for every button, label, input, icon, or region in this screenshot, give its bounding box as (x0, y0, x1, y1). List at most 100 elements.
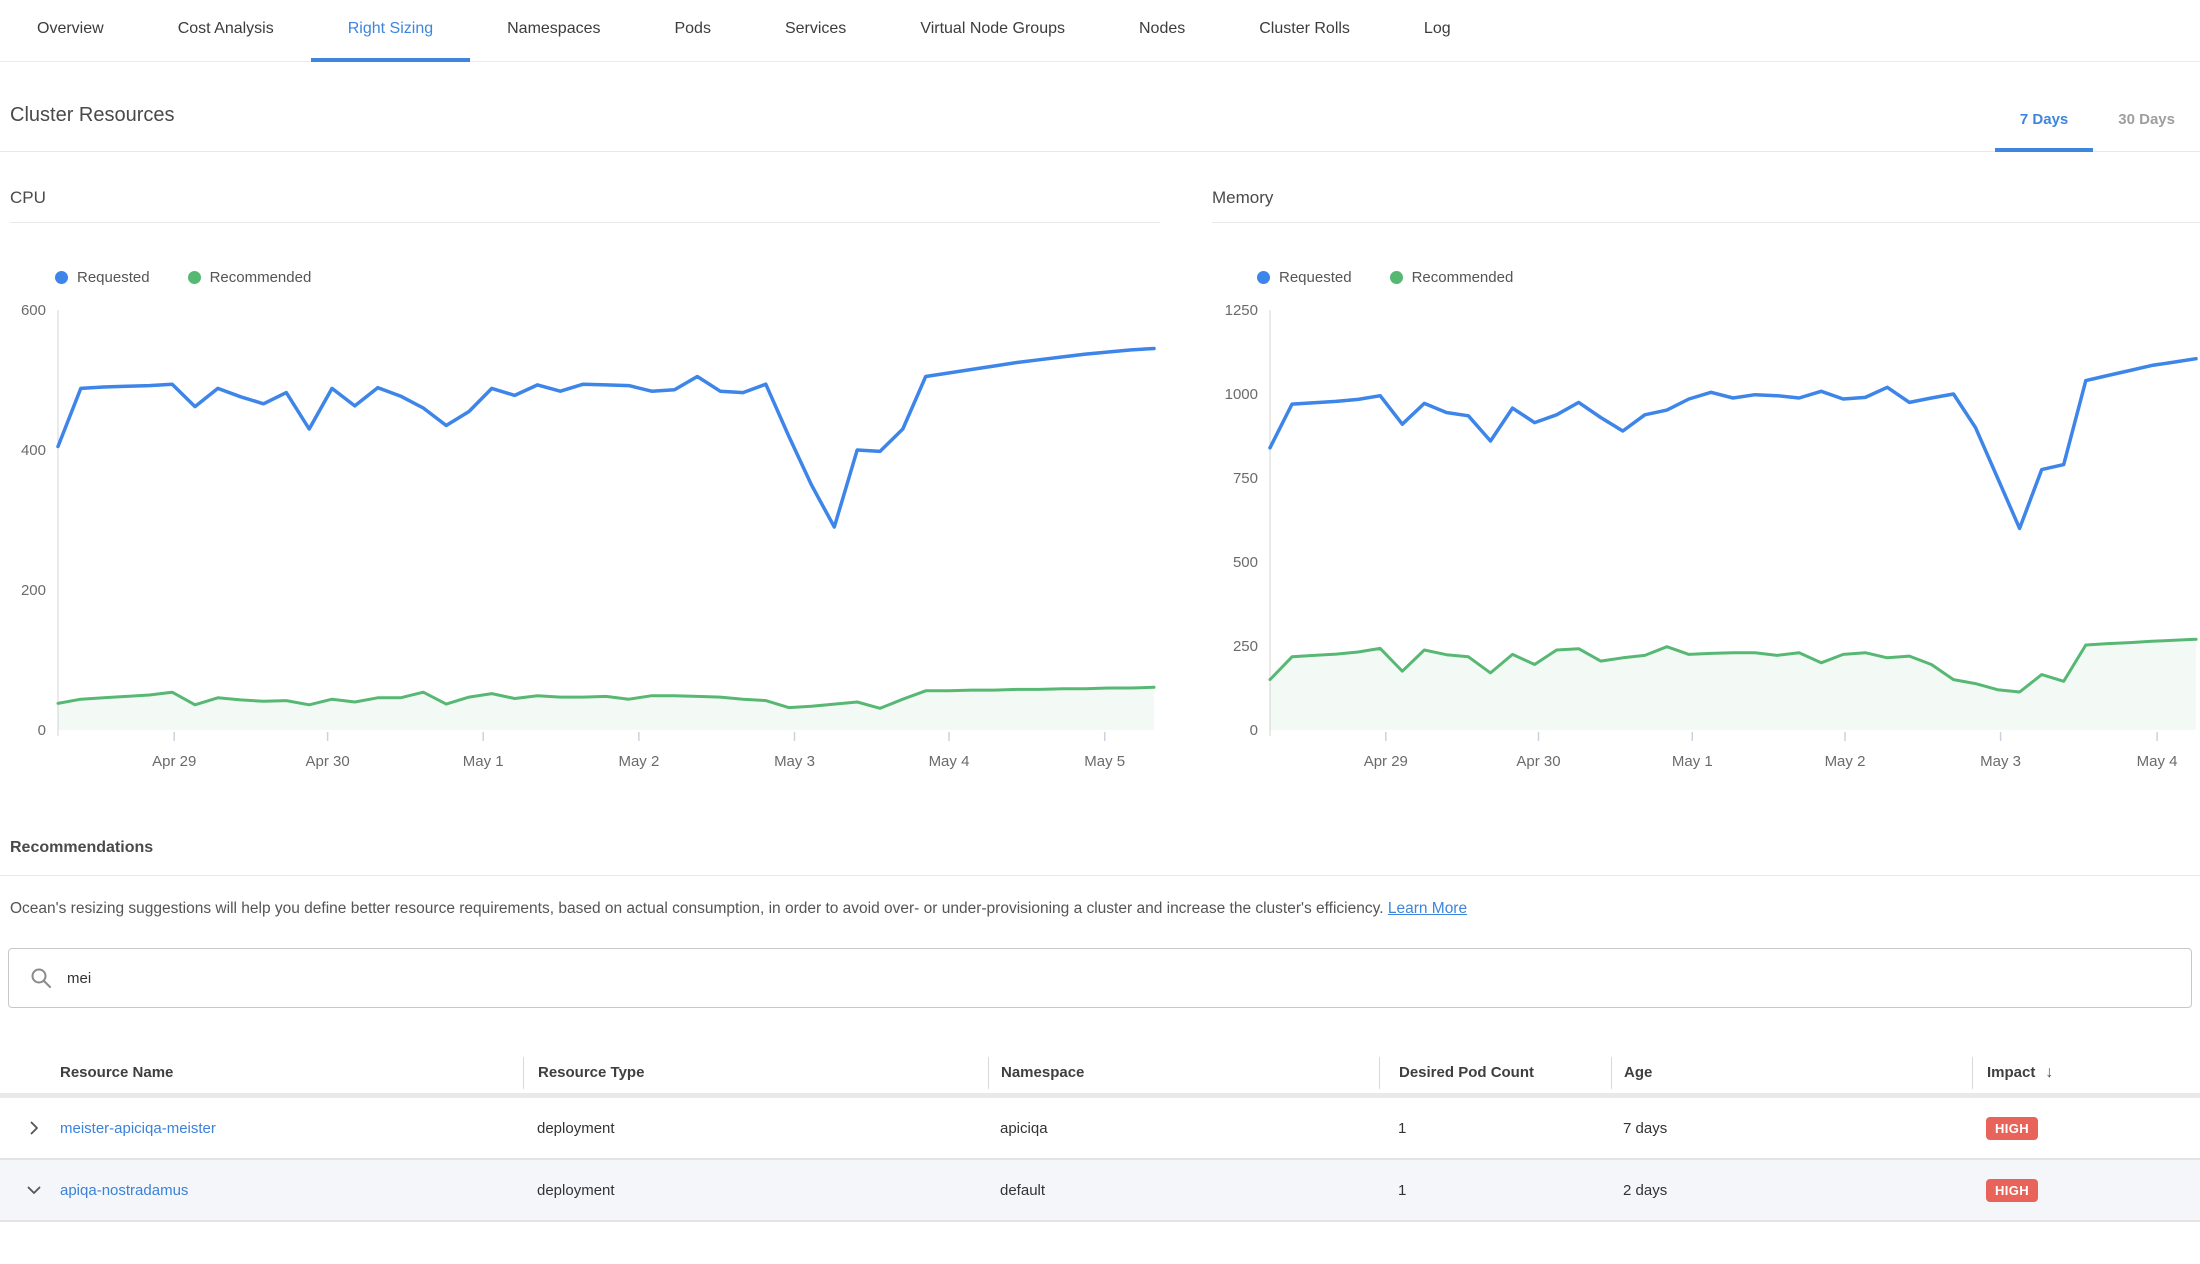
tab-log[interactable]: Log (1387, 0, 1488, 62)
tab-services[interactable]: Services (748, 0, 883, 62)
cpu-chart-legend: Requested Recommended (55, 269, 1160, 286)
legend-label: Recommended (210, 269, 312, 286)
svg-text:1250: 1250 (1225, 302, 1258, 319)
memory-chart-legend: Requested Recommended (1257, 269, 2200, 286)
impact-cell: HIGH (1972, 1117, 2200, 1140)
right-sizing-page: Overview Cost Analysis Right Sizing Name… (0, 0, 2200, 1264)
column-header-impact[interactable]: Impact ↓ (1972, 1057, 2200, 1089)
svg-text:May 2: May 2 (1825, 753, 1866, 770)
table-header-row: Resource Name Resource Type Namespace De… (0, 1052, 2200, 1098)
memory-line-chart: 0 250 500 750 1000 1250 Apr 29 Apr 30 May 1 May 2… (1212, 294, 2200, 799)
svg-text:May 1: May 1 (1672, 753, 1713, 770)
age-cell: 7 days (1611, 1120, 1972, 1137)
column-header-namespace[interactable]: Namespace (988, 1057, 1379, 1089)
tab-namespaces[interactable]: Namespaces (470, 0, 637, 62)
requested-dot-icon (1257, 271, 1270, 284)
svg-text:Apr 29: Apr 29 (152, 753, 196, 770)
svg-text:750: 750 (1233, 470, 1258, 487)
range-tab-7-days[interactable]: 7 Days (1995, 111, 2093, 152)
svg-text:250: 250 (1233, 638, 1258, 655)
impact-cell: HIGH (1972, 1179, 2200, 1202)
table-row[interactable]: meister-apiciqa-meister deployment apici… (0, 1098, 2200, 1160)
tab-virtual-node-groups[interactable]: Virtual Node Groups (883, 0, 1102, 62)
table-body: meister-apiciqa-meister deployment apici… (0, 1098, 2200, 1222)
cpu-chart-title: CPU (10, 188, 1160, 223)
column-header-age[interactable]: Age (1611, 1057, 1972, 1089)
svg-text:May 1: May 1 (463, 753, 504, 770)
svg-text:May 2: May 2 (618, 753, 659, 770)
legend-item-recommended: Recommended (188, 269, 312, 286)
line-chart-svg: 0 200 400 600 Apr 29 Apr 30 May 1 May 2 May 3 May… (10, 294, 1160, 794)
requested-dot-icon (55, 271, 68, 284)
legend-label: Requested (77, 269, 150, 286)
svg-text:May 3: May 3 (1980, 753, 2021, 770)
tab-pods[interactable]: Pods (637, 0, 747, 62)
search-input[interactable] (67, 970, 2171, 987)
tab-right-sizing[interactable]: Right Sizing (311, 0, 470, 62)
legend-label: Requested (1279, 269, 1352, 286)
resource-name-cell: meister-apiciqa-meister (0, 1120, 523, 1137)
svg-text:May 5: May 5 (1084, 753, 1125, 770)
namespace-cell: default (988, 1182, 1379, 1199)
chevron-down-icon[interactable] (26, 1182, 42, 1198)
line-chart-svg: 0 250 500 750 1000 1250 Apr 29 Apr 30 May 1 May 2… (1212, 294, 2200, 794)
memory-chart-title: Memory (1212, 188, 2200, 223)
resource-type-cell: deployment (523, 1182, 988, 1199)
tab-cost-analysis[interactable]: Cost Analysis (141, 0, 311, 62)
cluster-resources-header: Cluster Resources 7 Days 30 Days (0, 62, 2200, 152)
range-tab-30-days[interactable]: 30 Days (2093, 111, 2200, 152)
tab-nodes[interactable]: Nodes (1102, 0, 1222, 62)
column-header-resource-type[interactable]: Resource Type (523, 1057, 988, 1089)
search-box[interactable] (8, 948, 2192, 1008)
resource-name-link[interactable]: meister-apiciqa-meister (60, 1120, 216, 1137)
impact-high-badge: HIGH (1986, 1179, 2038, 1202)
svg-text:Apr 29: Apr 29 (1364, 753, 1408, 770)
svg-text:Apr 30: Apr 30 (1516, 753, 1560, 770)
memory-chart-panel: Memory Requested Recommended 0 250 500 750 1… (1212, 188, 2200, 799)
tab-cluster-rolls[interactable]: Cluster Rolls (1222, 0, 1387, 62)
legend-item-requested: Requested (55, 269, 150, 286)
learn-more-link[interactable]: Learn More (1388, 900, 1467, 917)
svg-text:500: 500 (1233, 554, 1258, 571)
recommendations-section: Recommendations Ocean's resizing suggest… (0, 839, 2200, 918)
recommendations-table: Resource Name Resource Type Namespace De… (0, 1052, 2200, 1222)
legend-item-requested: Requested (1257, 269, 1352, 286)
column-header-resource-name[interactable]: Resource Name (0, 1057, 523, 1089)
recommendations-title: Recommendations (0, 839, 2200, 876)
chevron-right-icon[interactable] (26, 1120, 42, 1136)
table-row[interactable]: apiqa-nostradamus deployment default 1 2… (0, 1160, 2200, 1222)
sort-descending-icon[interactable]: ↓ (2045, 1064, 2053, 1082)
top-navigation: Overview Cost Analysis Right Sizing Name… (0, 0, 2200, 62)
resource-name-cell: apiqa-nostradamus (0, 1182, 523, 1199)
column-header-desired-pod-count[interactable]: Desired Pod Count (1379, 1057, 1611, 1089)
cpu-line-chart: 0 200 400 600 Apr 29 Apr 30 May 1 May 2 May 3 May… (10, 294, 1160, 799)
svg-text:400: 400 (21, 442, 46, 459)
resource-name-link[interactable]: apiqa-nostradamus (60, 1182, 188, 1199)
impact-high-badge: HIGH (1986, 1117, 2038, 1140)
cpu-chart-panel: CPU Requested Recommended 0 200 400 600 Apr … (10, 188, 1160, 799)
recommended-dot-icon (1390, 271, 1403, 284)
svg-text:0: 0 (38, 722, 46, 739)
charts-row: CPU Requested Recommended 0 200 400 600 Apr … (10, 188, 2200, 799)
svg-text:600: 600 (21, 302, 46, 319)
impact-header-label: Impact (1987, 1064, 2035, 1081)
legend-item-recommended: Recommended (1390, 269, 1514, 286)
svg-text:0: 0 (1250, 722, 1258, 739)
age-cell: 2 days (1611, 1182, 1972, 1199)
recommendations-description: Ocean's resizing suggestions will help y… (0, 876, 2200, 918)
svg-text:1000: 1000 (1225, 386, 1258, 403)
page-title: Cluster Resources (10, 104, 175, 151)
namespace-cell: apiciqa (988, 1120, 1379, 1137)
desired-pod-count-cell: 1 (1379, 1120, 1611, 1137)
svg-text:200: 200 (21, 582, 46, 599)
recommended-dot-icon (188, 271, 201, 284)
svg-text:May 4: May 4 (2137, 753, 2178, 770)
svg-text:May 3: May 3 (774, 753, 815, 770)
time-range-toggle: 7 Days 30 Days (1995, 111, 2200, 151)
desired-pod-count-cell: 1 (1379, 1182, 1611, 1199)
tab-overview[interactable]: Overview (0, 0, 141, 62)
svg-text:May 4: May 4 (929, 753, 970, 770)
recommendations-description-text: Ocean's resizing suggestions will help y… (10, 900, 1388, 917)
search-icon (29, 966, 53, 990)
svg-text:Apr 30: Apr 30 (305, 753, 349, 770)
